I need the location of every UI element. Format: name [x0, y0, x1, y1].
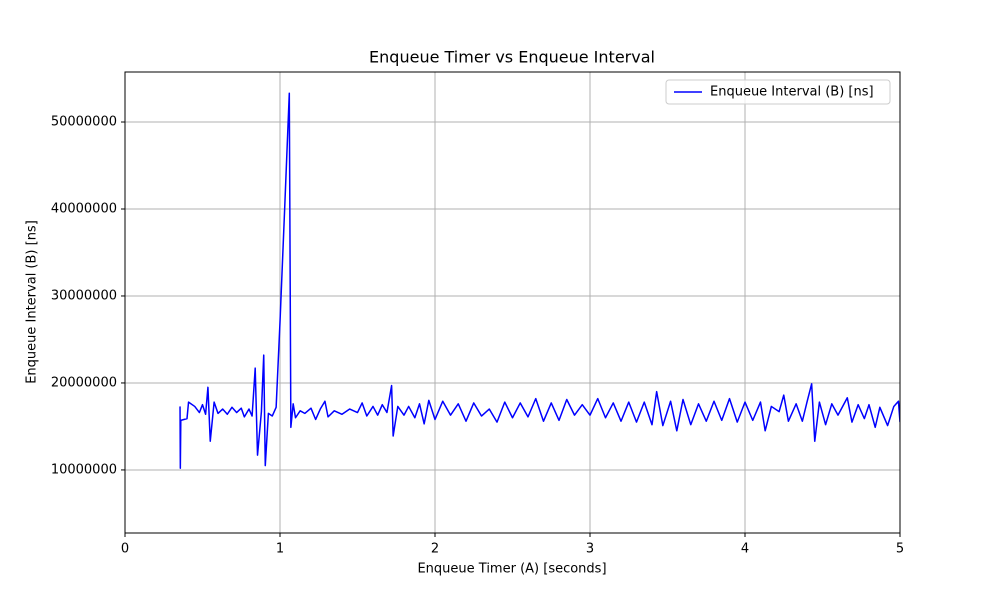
y-tick-label: 20000000	[51, 375, 117, 390]
x-axis-label: Enqueue Timer (A) [seconds]	[417, 562, 606, 577]
plot-area	[179, 92, 900, 469]
y-tick-label: 40000000	[51, 201, 117, 216]
x-tick-label: 0	[121, 542, 129, 557]
chart-title: Enqueue Timer vs Enqueue Interval	[369, 48, 655, 67]
y-tick-label: 50000000	[51, 115, 117, 130]
data-line	[179, 92, 900, 469]
y-tick-label: 30000000	[51, 288, 117, 303]
axes-frame	[124, 71, 901, 534]
x-tick-label: 1	[276, 542, 284, 557]
y-axis-label: Enqueue Interval (B) [ns]	[25, 220, 40, 384]
legend: Enqueue Interval (B) [ns]	[665, 79, 891, 105]
legend-label: Enqueue Interval (B) [ns]	[710, 85, 874, 100]
x-tick-label: 5	[896, 542, 904, 557]
y-tick-label: 10000000	[51, 462, 117, 477]
x-tick-label: 4	[741, 542, 749, 557]
x-tick-label: 2	[431, 542, 439, 557]
legend-box	[665, 79, 891, 105]
x-tick-label: 3	[586, 542, 594, 557]
